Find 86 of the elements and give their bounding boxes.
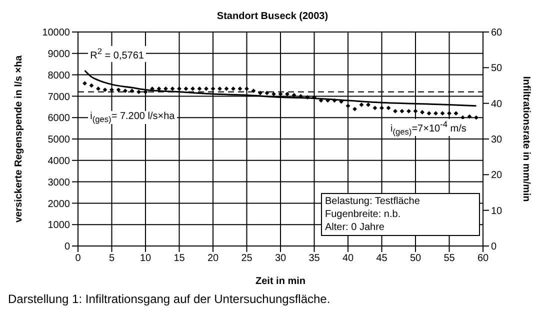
point <box>197 86 202 91</box>
point <box>400 108 404 114</box>
x-tick-label: 55 <box>444 253 456 264</box>
y2-tick-label: 60 <box>491 28 503 39</box>
point <box>164 86 168 91</box>
x-tick-label: 15 <box>174 253 186 264</box>
point <box>96 86 100 91</box>
point <box>136 90 141 94</box>
point <box>434 111 438 116</box>
point <box>143 90 148 94</box>
y-tick-label: 9000 <box>48 48 70 60</box>
y-tick-label: 1000 <box>48 220 70 232</box>
annotation: R$^{2}$ = 0,5761 <box>88 46 146 62</box>
y-tick-label: 8000 <box>48 70 70 82</box>
point <box>312 95 316 100</box>
annotation: i$_{(ges)}$= 7.200 l/s×ha <box>88 110 177 124</box>
point <box>285 92 290 96</box>
x-tick-label: 20 <box>207 253 219 264</box>
text: Darstellung 1: Infiltrationsgang auf der Untersuchungsfläche. <box>8 292 332 306</box>
point <box>177 86 182 91</box>
point <box>272 92 276 96</box>
annotation: Alter: 0 Jahre <box>325 220 386 234</box>
point <box>393 108 398 114</box>
y-tick-label: 4000 <box>48 156 70 167</box>
point <box>420 110 424 114</box>
y-tick-label: 6000 <box>48 113 70 124</box>
y2-axis-title: Infiltrationsrate in mm/min <box>520 76 532 202</box>
y2-tick-label: 50 <box>491 63 503 74</box>
point <box>231 86 236 91</box>
info-box: Belastung: Testfläche Fugenbreite: n.b. Alter: 0 Jahre <box>321 192 480 236</box>
point <box>366 102 370 107</box>
x-tick-label: 25 <box>241 253 253 264</box>
y-tick-label: 5000 <box>48 134 70 146</box>
y-tick-label: 0 <box>64 242 70 253</box>
x-tick-label: 45 <box>376 253 388 264</box>
point <box>210 86 216 91</box>
point <box>224 86 229 91</box>
x-axis-title: Zeit in min <box>256 276 306 287</box>
point <box>123 88 128 94</box>
point <box>264 90 270 96</box>
point <box>156 86 162 91</box>
x-tick-label: 40 <box>342 253 354 264</box>
point <box>292 92 296 98</box>
y2-tick-label: 0 <box>491 242 497 253</box>
point <box>447 111 452 116</box>
x-tick-label: 30 <box>274 253 286 264</box>
point <box>454 111 458 116</box>
point <box>130 88 134 94</box>
point <box>170 86 175 91</box>
x-tick-label: 5 <box>108 253 115 264</box>
y-tick-label: 7000 <box>48 92 70 103</box>
x-tick-label: 10 <box>140 253 152 264</box>
y-tick-label: 2000 <box>48 198 70 210</box>
y-tick-label: 3000 <box>48 177 70 188</box>
point <box>244 86 249 91</box>
x-tick-label: 60 <box>477 253 489 264</box>
point <box>89 83 94 88</box>
annotation: Fugenbreite: n.b. <box>325 208 402 220</box>
point <box>251 88 256 94</box>
point <box>204 86 208 91</box>
point <box>184 86 188 91</box>
y2-tick-label: 30 <box>491 134 503 146</box>
point <box>426 111 432 116</box>
point <box>406 108 411 114</box>
point <box>467 114 472 119</box>
point <box>332 98 337 103</box>
point <box>82 81 87 86</box>
point <box>474 115 478 120</box>
x-tick-label: 0 <box>75 253 82 264</box>
point <box>386 106 391 110</box>
x-tick-label: 35 <box>308 253 320 264</box>
y-tick-label: 10000 <box>42 28 70 39</box>
y2-tick-label: 20 <box>491 170 503 182</box>
point <box>238 86 242 91</box>
point <box>110 88 114 92</box>
annotation: Belastung: Testfläche <box>325 194 421 208</box>
annotation: i$_{(ges)}$=7×10$^{-4}$ m/s <box>388 119 468 136</box>
point <box>218 86 222 91</box>
y2-tick-label: 40 <box>491 98 503 110</box>
point <box>440 111 445 116</box>
point <box>372 106 378 110</box>
x-tick-label: 50 <box>410 253 422 264</box>
y-axis-title: versickerte Regenspende in l/s ×ha <box>14 55 25 223</box>
y2-tick-label: 10 <box>491 206 503 217</box>
point <box>190 86 195 91</box>
chart-title: Standort Buseck (2003) <box>216 10 330 24</box>
